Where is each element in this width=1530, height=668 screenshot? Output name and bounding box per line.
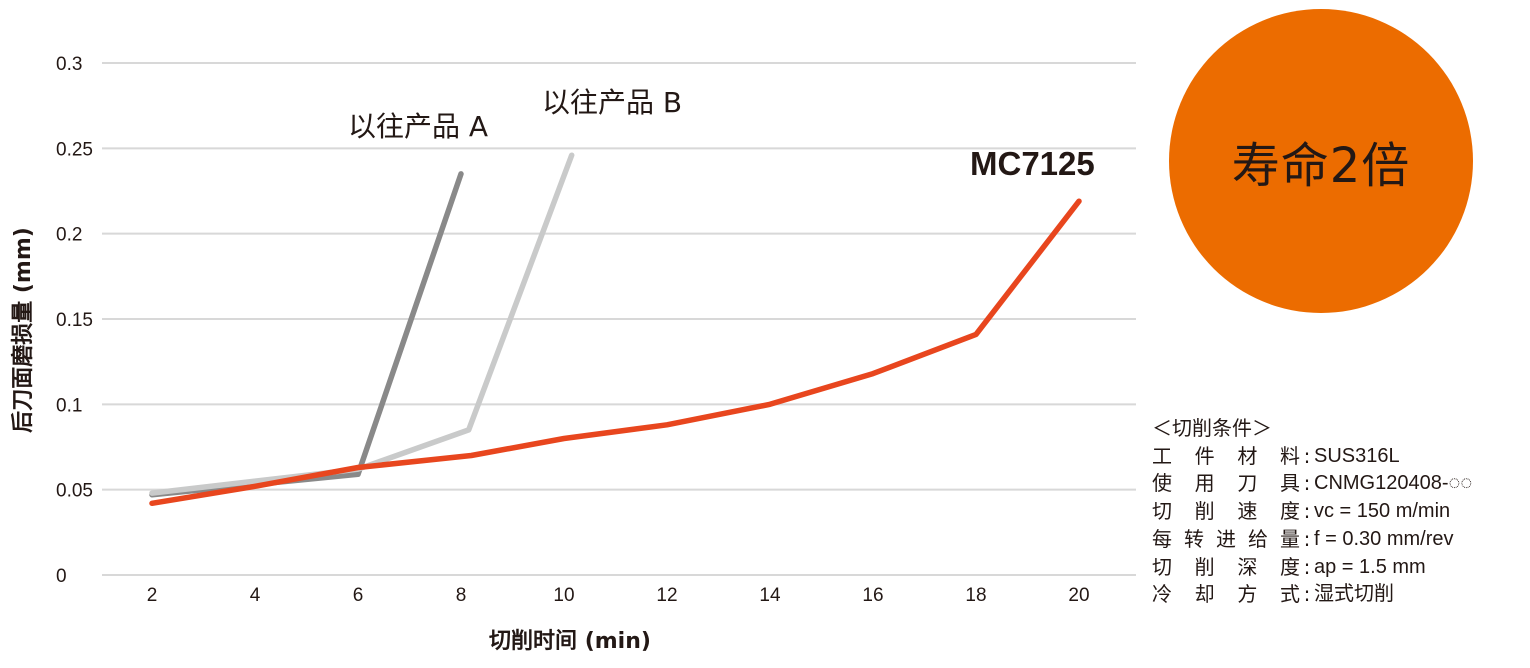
y-axis-title: 后刀面磨损量 (mm) (11, 227, 36, 433)
condition-value: CNMG120408-◌◌ (1314, 472, 1473, 495)
condition-row: 切削速度: vc = 150 m/min (1152, 498, 1522, 526)
condition-row: 冷却方式: 湿式切削 (1152, 581, 1522, 609)
condition-key: 切削深度 (1152, 554, 1300, 579)
y-tick-label: 0.1 (56, 395, 82, 416)
condition-key: 切削速度 (1152, 499, 1300, 524)
series-lines (149, 152, 1082, 507)
x-axis-title: 切削时间 (min) (489, 629, 651, 654)
condition-row: 使用刀具: CNMG120408-◌◌ (1152, 470, 1522, 498)
x-tick-label: 16 (862, 585, 883, 606)
y-tick-label: 0.05 (56, 481, 93, 502)
condition-key: 工件材料 (1152, 443, 1300, 468)
badge-text: 寿命2倍 (1231, 138, 1411, 194)
condition-key: 冷却方式 (1152, 582, 1300, 607)
y-tick-label: 0.25 (56, 139, 93, 160)
condition-separator: : (1303, 526, 1311, 551)
condition-row: 切削深度: ap = 1.5 mm (1152, 554, 1522, 582)
condition-key: 每转进给量 (1152, 526, 1300, 551)
life-2x-badge: 寿命2倍 (1169, 9, 1473, 313)
condition-value: ap = 1.5 mm (1314, 555, 1426, 578)
wear-chart: 00.050.10.150.20.250.3 2 4 6 8 10 12 14 16 18 20 … (11, 54, 1136, 654)
series-line-0 (149, 171, 464, 498)
condition-separator: : (1303, 554, 1311, 579)
series-line-2 (149, 198, 1082, 507)
cutting-conditions: ＜切削条件＞ 工件材料: SUS316L 使用刀具: CNMG120408-◌◌ 切削速… (1152, 415, 1522, 609)
grid-lines (102, 62, 1136, 576)
x-tick-label: 2 (147, 585, 158, 606)
x-tick-label: 12 (656, 585, 677, 606)
series-label-product-b: 以往产品 B (542, 86, 682, 119)
series-label-product-a: 以往产品 A (348, 110, 488, 143)
x-tick-labels: 2 4 6 8 10 12 14 16 18 20 (147, 585, 1090, 606)
conditions-title: ＜切削条件＞ (1152, 416, 1272, 440)
condition-value: f = 0.30 mm/rev (1314, 527, 1454, 550)
condition-value: 湿式切削 (1314, 583, 1394, 606)
series-label-mc7125: MC7125 (970, 145, 1095, 182)
condition-value: vc = 150 m/min (1314, 500, 1451, 523)
y-tick-labels: 0 0.05 0.1 0.15 0.2 0.25 0.3 (56, 54, 93, 587)
condition-separator: : (1303, 471, 1311, 496)
condition-key: 使用刀具 (1152, 471, 1300, 496)
x-tick-label: 4 (250, 585, 261, 606)
condition-row: 工件材料: SUS316L (1152, 443, 1522, 471)
y-tick-label: 0.2 (56, 225, 82, 246)
x-tick-label: 20 (1068, 585, 1089, 606)
y-tick-label: 0 (56, 566, 67, 587)
condition-separator: : (1303, 443, 1311, 468)
condition-row: 每转进给量:f = 0.30 mm/rev (1152, 526, 1522, 554)
x-tick-label: 6 (353, 585, 364, 606)
y-tick-label: 0.3 (56, 54, 82, 75)
x-tick-label: 8 (456, 585, 467, 606)
x-tick-label: 14 (759, 585, 781, 606)
series-line-1 (149, 152, 575, 496)
condition-separator: : (1303, 582, 1311, 607)
x-tick-label: 18 (965, 585, 986, 606)
condition-value: SUS316L (1314, 444, 1400, 467)
y-tick-label: 0.15 (56, 310, 93, 331)
condition-separator: : (1303, 499, 1311, 524)
x-tick-label: 10 (553, 585, 574, 606)
